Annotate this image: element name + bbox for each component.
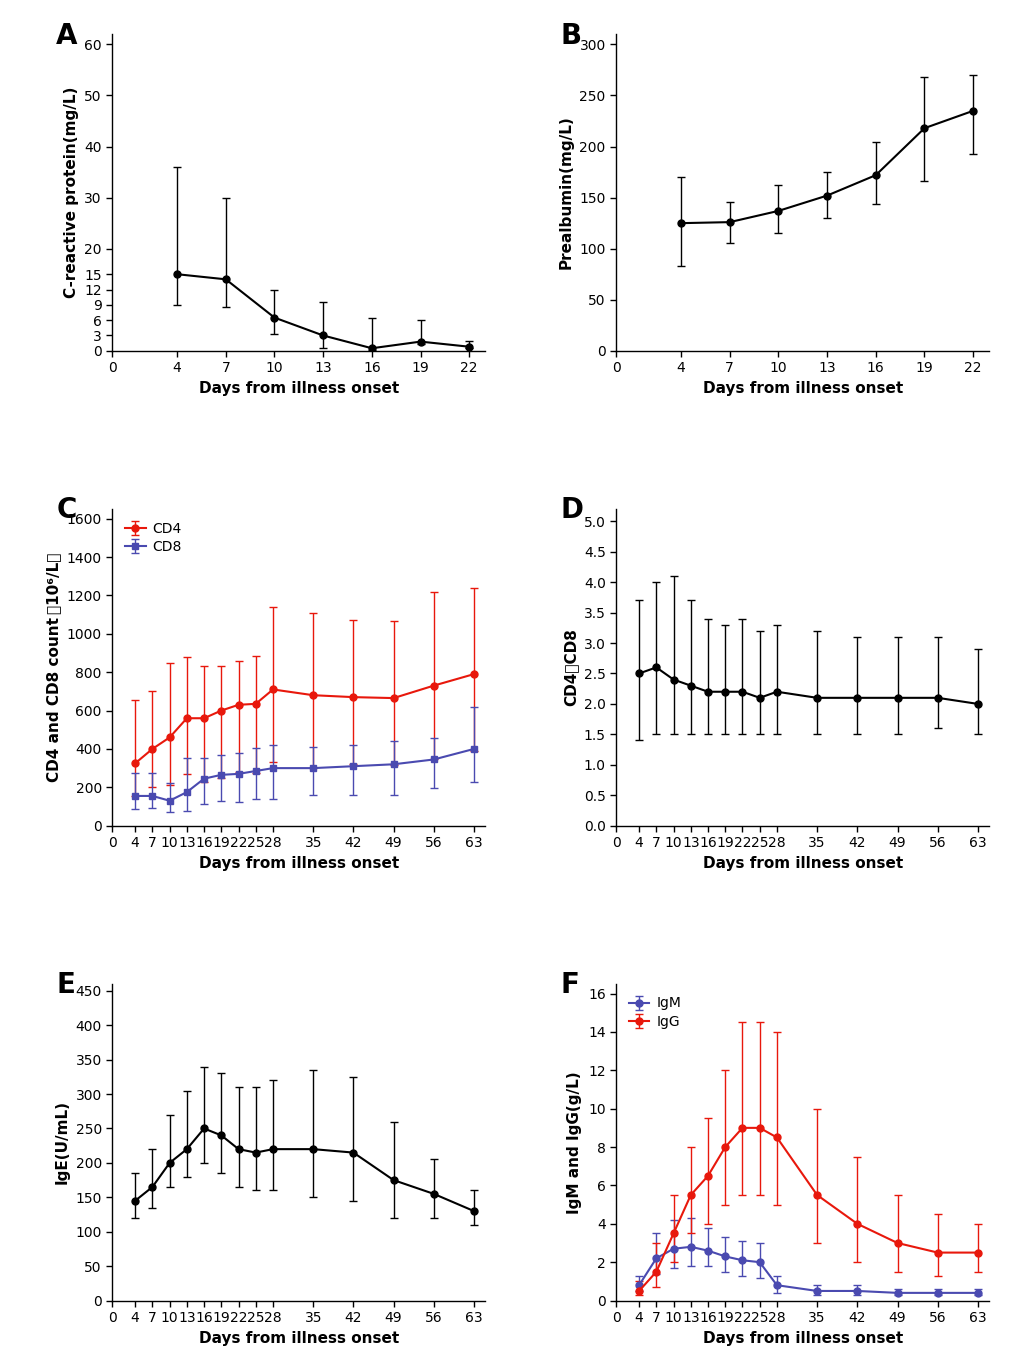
Y-axis label: C-reactive protein(mg/L): C-reactive protein(mg/L): [63, 86, 78, 298]
X-axis label: Days from illness onset: Days from illness onset: [702, 381, 902, 396]
Legend: CD4, CD8: CD4, CD8: [119, 516, 187, 560]
X-axis label: Days from illness onset: Days from illness onset: [702, 1331, 902, 1346]
Legend: IgM, IgG: IgM, IgG: [623, 991, 686, 1034]
X-axis label: Days from illness onset: Days from illness onset: [702, 856, 902, 871]
Text: F: F: [559, 972, 579, 999]
Y-axis label: IgE(U/mL): IgE(U/mL): [55, 1101, 69, 1184]
X-axis label: Days from illness onset: Days from illness onset: [199, 381, 398, 396]
Y-axis label: Prealbumin(mg/L): Prealbumin(mg/L): [558, 115, 574, 270]
Text: B: B: [559, 22, 581, 49]
Text: A: A: [56, 22, 77, 49]
Y-axis label: CD4 and CD8 count （10⁶/L）: CD4 and CD8 count （10⁶/L）: [46, 553, 61, 782]
X-axis label: Days from illness onset: Days from illness onset: [199, 856, 398, 871]
X-axis label: Days from illness onset: Days from illness onset: [199, 1331, 398, 1346]
Text: C: C: [56, 497, 76, 524]
Text: D: D: [559, 497, 583, 524]
Text: E: E: [56, 972, 75, 999]
Y-axis label: CD4／CD8: CD4／CD8: [562, 628, 578, 706]
Y-axis label: IgM and IgG(g/L): IgM and IgG(g/L): [567, 1071, 582, 1213]
